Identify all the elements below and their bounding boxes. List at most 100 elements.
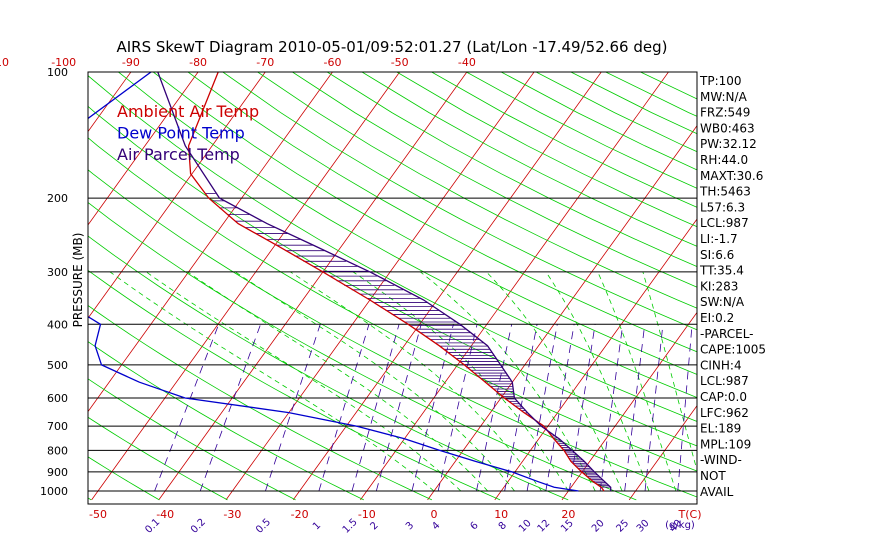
mixing-ratio-tick-label: 0.2	[189, 517, 208, 536]
series-line	[157, 72, 612, 491]
dry-adiabat-line	[88, 235, 569, 501]
pressure-tick-label: 700	[47, 420, 68, 433]
mixing-ratio-tick-label: 4	[430, 520, 442, 532]
dry-adiabat-line	[152, 72, 697, 375]
mixing-ratio-tick-label: 3	[404, 520, 416, 532]
moist-adiabat-line	[145, 271, 462, 492]
legend-entry: Air Parcel Temp	[117, 145, 240, 164]
dry-adiabat-line	[88, 416, 228, 501]
pressure-tick-label: 1000	[40, 485, 68, 498]
series-line	[88, 72, 579, 492]
index-readout: CAPE:1005	[700, 343, 766, 357]
mixing-ratio-line	[351, 324, 400, 492]
mixing-ratio-line	[624, 324, 646, 492]
pressure-tick-label: 800	[47, 444, 68, 457]
index-readout: WB0:463	[700, 121, 755, 135]
mixing-ratio-tick-label: 6	[469, 520, 481, 532]
pressure-tick-label: 400	[47, 318, 68, 331]
top-temp-tick-label: -70	[256, 56, 274, 69]
index-readout: SI:6.6	[700, 248, 734, 262]
dry-adiabat-line	[88, 456, 160, 501]
moist-adiabat-line	[545, 271, 650, 492]
pressure-tick-label: 600	[47, 392, 68, 405]
index-readout: EL:189	[700, 422, 741, 436]
series-line	[187, 72, 605, 492]
isotherm-line	[158, 72, 468, 501]
index-readout: TT:35.4	[699, 264, 744, 278]
isotherm-line	[225, 72, 535, 501]
mixing-ratio-tick-label: 8	[497, 520, 509, 532]
dry-adiabat-line	[88, 169, 697, 498]
mixing-ratio-unit-label: (g/kg)	[665, 520, 695, 531]
mixing-ratio-line	[318, 324, 370, 492]
index-readout: AVAIL	[700, 485, 734, 499]
pressure-tick-label: 900	[47, 466, 68, 479]
dry-adiabat-line	[396, 72, 697, 228]
dry-adiabat-line	[187, 72, 697, 353]
index-readout: -WIND-	[700, 453, 742, 467]
isotherm-line	[561, 311, 697, 501]
top-temp-tick-label: -90	[122, 56, 140, 69]
index-readout: L57:6.3	[700, 200, 745, 214]
dry-adiabat-line	[257, 72, 697, 309]
dry-adiabat-line	[222, 72, 697, 331]
bottom-temp-tick-label: -10	[358, 508, 376, 521]
mixing-ratio-tick-label: 20	[590, 518, 607, 535]
index-readout: FRZ:549	[700, 106, 750, 120]
isotherm-line	[764, 63, 870, 500]
dry-adiabat-line	[361, 72, 697, 247]
index-readout: EI:0.2	[700, 311, 734, 325]
index-readout: TP:100	[699, 74, 742, 88]
index-readout: CAP:0.0	[700, 390, 747, 404]
moist-adiabat-line	[187, 271, 489, 492]
mixing-ratio-tick-label: 10	[517, 518, 534, 535]
isotherm-line	[427, 125, 697, 501]
pressure-tick-label: 200	[47, 192, 68, 205]
mixing-ratio-tick-label: 2	[368, 520, 380, 532]
mixing-ratio-tick-label: 0.5	[254, 517, 273, 536]
dry-adiabat-line	[88, 269, 501, 501]
dry-adiabat-line	[88, 305, 433, 501]
bottom-temp-tick-label: 20	[561, 508, 575, 521]
dry-adiabat-line	[466, 72, 697, 189]
top-temp-tick-label: -50	[391, 56, 409, 69]
legend-entry: Ambient Air Temp	[117, 102, 259, 121]
dry-adiabat-line	[0, 72, 23, 500]
isotherm-line	[88, 72, 266, 319]
moist-adiabat-line	[642, 271, 697, 472]
dry-adiabat-line	[326, 72, 697, 267]
index-readout: NOT	[700, 469, 726, 483]
index-readout: CINH:4	[700, 358, 742, 372]
index-readout: KI:283	[700, 279, 738, 293]
mixing-ratio-tick-label: 30	[635, 518, 652, 535]
mixing-ratio-tick-label: 25	[615, 518, 632, 535]
top-temp-tick-label: -60	[323, 56, 341, 69]
moist-adiabat-line	[234, 271, 515, 492]
legend-entry: Dew Point Temp	[117, 124, 245, 143]
mixing-ratio-line	[375, 324, 422, 492]
pressure-tick-label: 100	[47, 66, 68, 79]
top-temp-tick-label: -100	[51, 56, 76, 69]
dry-adiabat-line	[88, 378, 296, 501]
mixing-ratio-line	[545, 324, 575, 492]
index-readout: LCL:987	[700, 374, 749, 388]
index-readout: LCL:987	[700, 216, 749, 230]
index-readout: LFC:962	[700, 406, 749, 420]
mixing-ratio-line	[526, 324, 558, 492]
bottom-temp-tick-label: -30	[223, 508, 241, 521]
dry-adiabat-line	[292, 72, 697, 288]
dry-adiabat-line	[88, 105, 697, 447]
mixing-ratio-line	[504, 324, 538, 492]
y-axis-label: PRESSURE (MB)	[71, 233, 85, 328]
isotherm-line	[88, 72, 199, 226]
chart-title: AIRS SkewT Diagram 2010-05-01/09:52:01.2…	[116, 38, 667, 56]
mixing-ratio-tick-label: 1	[311, 520, 323, 532]
dry-adiabat-line	[88, 75, 697, 422]
moist-adiabat-line	[597, 271, 677, 492]
mixing-ratio-line	[265, 324, 321, 492]
bottom-temp-tick-label: -50	[89, 508, 107, 521]
bottom-temp-tick-label: 0	[431, 508, 438, 521]
isotherm-line	[88, 72, 333, 413]
index-readout: RH:44.0	[700, 153, 748, 167]
